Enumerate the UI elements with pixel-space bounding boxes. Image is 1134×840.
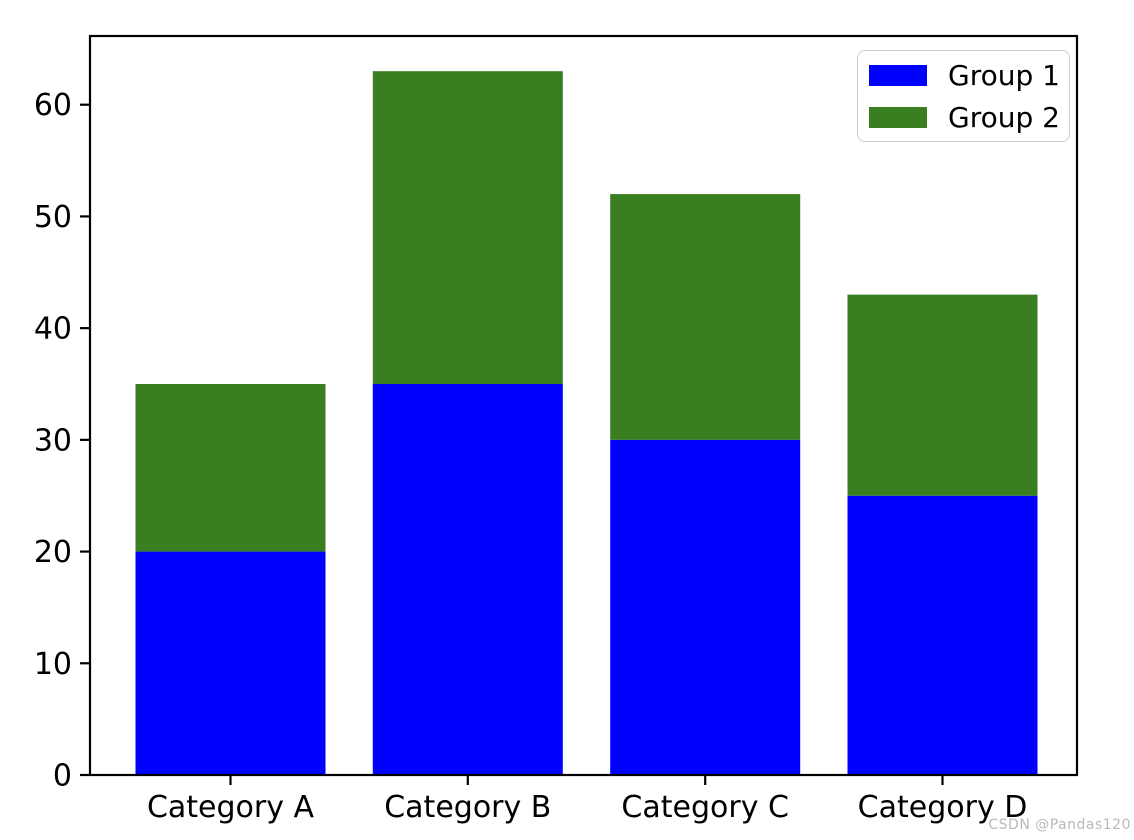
y-tick-label: 0 [53,759,72,794]
legend-swatch-group-2 [869,106,927,128]
x-tick-label: Category A [147,790,315,825]
y-tick-label: 20 [34,535,72,570]
bar-segment-category-d-group-2 [847,294,1038,496]
legend-swatch-group-1 [869,64,927,86]
y-tick-label: 30 [34,423,72,458]
legend-item-group-1: Group 1 [869,55,1060,95]
bar-segment-category-b-group-1 [372,383,563,775]
y-tick-label: 50 [34,200,72,235]
legend-item-group-2: Group 2 [869,97,1060,137]
legend-label-group-2: Group 2 [948,100,1060,134]
y-tick-label: 60 [34,88,72,123]
legend-box: Group 1 Group 2 [857,50,1070,142]
y-tick-label: 40 [34,312,72,347]
bar-segment-category-d-group-1 [847,495,1038,775]
x-tick-label: Category C [621,790,789,825]
bar-segment-category-b-group-2 [372,71,563,384]
bar-segment-category-c-group-1 [610,439,801,775]
bar-segment-category-a-group-2 [135,383,326,552]
bar-segment-category-a-group-1 [135,551,326,775]
y-tick-label: 10 [34,647,72,682]
x-tick-label: Category D [858,790,1028,825]
watermark: CSDN @Pandas120 [988,817,1131,833]
x-tick-label: Category B [384,790,551,825]
bar-segment-category-c-group-2 [610,194,801,440]
legend-label-group-1: Group 1 [948,58,1060,92]
plot-frame [88,34,1079,777]
